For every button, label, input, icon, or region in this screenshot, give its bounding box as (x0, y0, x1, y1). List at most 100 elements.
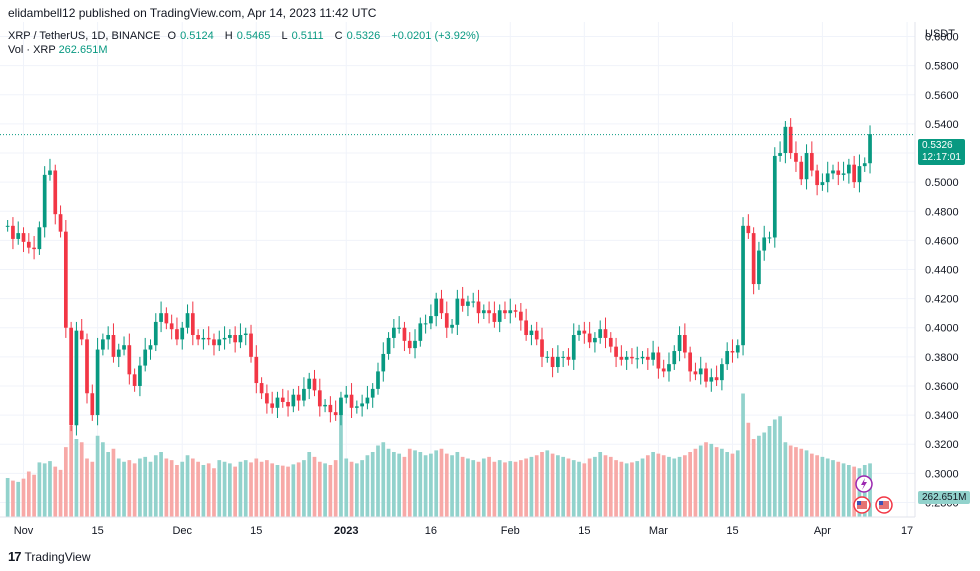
volume-bar (624, 463, 629, 517)
candle-body (492, 313, 497, 322)
volume-bar (302, 460, 306, 517)
volume-bar (741, 393, 745, 517)
candle-body (296, 394, 301, 401)
candle-body (471, 301, 476, 303)
candle-body (339, 397, 343, 416)
volume-bar (640, 458, 645, 517)
candle-body (418, 323, 423, 341)
volume-bar (518, 460, 523, 517)
us-flag-stripes-icon-2 (879, 501, 889, 509)
candle-body (566, 356, 571, 360)
candle-body (90, 393, 95, 416)
price-tick-label: 0.3800 (925, 352, 959, 364)
volume-bar (402, 456, 407, 517)
volume-bar (185, 455, 190, 517)
candle-body (381, 353, 386, 372)
time-tick-label: 15 (91, 525, 103, 537)
candle-body (577, 330, 581, 336)
price-tick-label: 0.6000 (925, 32, 959, 44)
volume-bar (74, 439, 79, 517)
candle-body (688, 352, 692, 372)
candle-body (397, 327, 402, 329)
price-tick-label: 0.3400 (925, 410, 959, 422)
candle-body (148, 345, 153, 350)
volume-bar (831, 460, 835, 517)
volume-bar (857, 468, 862, 517)
high-label: H (224, 30, 233, 42)
volume-bar (534, 455, 539, 517)
volume-bar (672, 458, 677, 517)
candle-body (619, 356, 624, 360)
volume-bar (788, 445, 793, 517)
candle-body (857, 166, 862, 183)
bar-countdown: 12:17:01 (922, 152, 961, 163)
candle-body (143, 349, 148, 366)
volume-bar (11, 480, 15, 517)
candle-body (545, 356, 550, 358)
candle-body (656, 352, 661, 369)
candle-body (455, 298, 460, 325)
candle-body (402, 327, 407, 341)
volume-bar (397, 453, 402, 517)
volume-bar (206, 463, 211, 517)
volume-bar (603, 455, 608, 517)
candle-body (376, 371, 380, 389)
candle-body (667, 364, 671, 372)
candle-body (757, 250, 761, 285)
volume-bar (667, 456, 671, 517)
footer-brand[interactable]: 17 TradingView (8, 549, 91, 564)
volume-bar (423, 455, 428, 517)
volume-bar (513, 461, 518, 517)
candle-body (63, 231, 68, 328)
volume-bar (238, 461, 243, 517)
volume-legend[interactable]: Vol · XRP 262.651M (8, 44, 108, 56)
candle-body (413, 340, 417, 349)
volume-bars (5, 393, 872, 517)
volume-bar (111, 448, 116, 517)
volume-bar (630, 462, 634, 517)
volume-bar (101, 442, 105, 517)
candle-body (836, 170, 841, 175)
volume-bar (709, 443, 714, 517)
candle-body (603, 329, 608, 338)
last-price-tag: 0.5326 12:17:01 (918, 139, 965, 165)
volume-bar (556, 455, 560, 517)
volume-bar (582, 463, 587, 517)
candle-body (725, 351, 730, 365)
candle-body (476, 301, 481, 314)
low-label: L (281, 30, 288, 42)
volume-bar (153, 455, 158, 517)
volume-bar (122, 461, 126, 517)
candle-body (21, 233, 26, 242)
volume-bar (492, 461, 497, 517)
volume-bar (466, 458, 470, 517)
volume-bar (746, 422, 751, 517)
volume-bar (63, 447, 68, 517)
candle-body (735, 345, 740, 353)
candle-body (138, 365, 142, 386)
candle-body (85, 339, 89, 394)
symbol-legend[interactable]: XRP / TetherUS, 1D, BINANCE O 0.5124 H 0.5… (8, 30, 483, 42)
candle-body (349, 394, 354, 408)
candle-body (74, 330, 79, 426)
price-tick-label: 0.5800 (925, 61, 959, 73)
candle-body (249, 333, 253, 357)
low-value: 0.5111 (291, 30, 324, 42)
candle-body (820, 182, 825, 186)
symbol-name: XRP / TetherUS, 1D, BINANCE (8, 30, 161, 42)
volume-bar (418, 452, 423, 517)
candle-body (635, 358, 640, 360)
candle-body (95, 349, 100, 416)
candle-body (190, 313, 195, 336)
time-tick-label: Feb (501, 525, 520, 537)
candle-body (37, 227, 42, 250)
time-tick-label: Mar (649, 525, 668, 537)
candle-body (153, 321, 158, 346)
volume-bar (619, 461, 624, 517)
volume-bar (413, 450, 417, 517)
volume-bar (545, 450, 550, 517)
candle-body (206, 337, 211, 340)
volume-bar (16, 481, 21, 517)
candle-body (503, 310, 507, 314)
